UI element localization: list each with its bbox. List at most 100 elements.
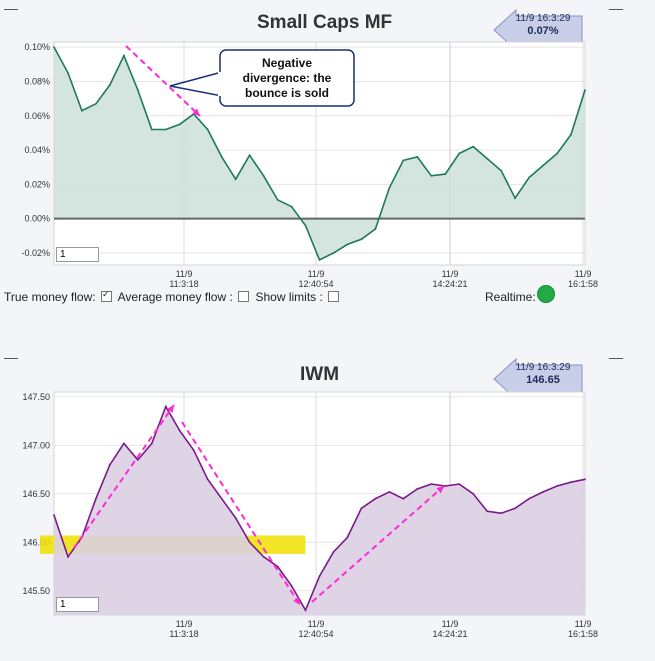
data-point	[542, 491, 544, 493]
y-tick-label: 147.00	[22, 440, 50, 450]
recovery-arrow-head	[436, 486, 444, 494]
uptrend-arrow-head	[167, 405, 174, 413]
badge-text: 11/9 16:3:29 0.07%	[514, 13, 572, 38]
controls-row: True money flow: Average money flow : Sh…	[4, 289, 342, 304]
x-tick-date: 11/9	[176, 269, 193, 279]
data-point	[556, 485, 558, 487]
data-point	[472, 492, 475, 495]
y-tick-label: 0.08%	[24, 76, 50, 86]
period-input[interactable]: 1	[56, 597, 99, 612]
data-point	[458, 152, 461, 155]
data-point	[318, 575, 321, 578]
data-point	[53, 514, 55, 516]
true-flow-label: True money flow:	[4, 290, 96, 304]
data-point	[332, 551, 335, 553]
data-point	[584, 478, 586, 481]
data-point	[95, 497, 97, 500]
data-point	[164, 405, 167, 408]
data-point	[402, 497, 405, 500]
x-tick-date: 11/9	[308, 269, 325, 279]
data-point	[178, 429, 181, 432]
y-tick-label: 146.00	[22, 537, 50, 547]
y-tick-label: 145.50	[22, 586, 50, 596]
recovery-arrow	[311, 485, 445, 603]
data-point	[500, 512, 503, 515]
show-limits-checkbox[interactable]	[328, 291, 340, 302]
data-point	[388, 186, 391, 189]
divergence-arrow	[125, 45, 201, 117]
realtime-label: Realtime:	[485, 290, 536, 304]
data-point	[472, 145, 475, 148]
data-point	[178, 123, 181, 126]
data-point	[346, 243, 349, 246]
y-tick-label: 0.04%	[24, 145, 50, 155]
x-tick-time: 16:1:58	[568, 629, 598, 639]
show-limits-label: Show limits :	[255, 290, 323, 304]
data-point	[430, 483, 433, 485]
data-point	[514, 197, 516, 200]
annotation-text: divergence: the	[243, 71, 332, 85]
data-point	[570, 481, 572, 484]
x-tick-date: 11/9	[442, 269, 459, 279]
data-point	[95, 102, 97, 105]
data-point	[528, 497, 530, 500]
data-point	[262, 174, 265, 177]
x-tick-time: 11:3:18	[169, 279, 198, 289]
divergence-arrow-head	[192, 108, 200, 116]
y-tick-label: 0.00%	[24, 214, 50, 224]
x-tick-time: 11:3:18	[169, 629, 198, 639]
data-point	[164, 128, 167, 131]
data-point	[220, 156, 223, 158]
annotation-text: bounce is sold	[245, 86, 329, 100]
minimize-dash[interactable]	[609, 9, 623, 10]
x-tick-time: 12:40:54	[298, 279, 333, 289]
x-tick-date: 11/9	[442, 619, 459, 629]
x-tick-date: 11/9	[308, 619, 325, 629]
data-point	[276, 198, 279, 201]
data-point	[360, 238, 363, 241]
true-flow-checkbox[interactable]	[100, 289, 112, 302]
data-point	[388, 491, 391, 493]
area-fill	[54, 47, 585, 260]
data-point	[206, 128, 209, 131]
x-tick-date: 11/9	[575, 619, 592, 629]
data-point	[262, 555, 265, 558]
minimize-dash[interactable]	[4, 358, 18, 359]
data-point	[304, 224, 307, 227]
highlight-band	[40, 535, 306, 554]
downtrend-arrow	[181, 421, 301, 606]
chart-title: IWM	[300, 364, 340, 385]
avg-flow-checkbox[interactable]	[238, 291, 250, 302]
callout-joint	[218, 72, 224, 96]
data-point	[514, 507, 516, 510]
data-point	[109, 84, 111, 86]
data-point	[402, 159, 405, 162]
y-tick-label: 147.50	[22, 392, 50, 402]
data-point	[81, 109, 83, 112]
data-point	[123, 442, 125, 445]
data-point	[374, 497, 377, 500]
data-point	[444, 485, 447, 487]
period-input[interactable]: 1	[56, 247, 99, 262]
realtime-status-icon[interactable]	[537, 285, 555, 303]
minimize-dash[interactable]	[609, 358, 623, 359]
minimize-dash[interactable]	[4, 9, 18, 10]
data-point	[67, 72, 69, 74]
data-point	[374, 228, 377, 230]
plot-area	[53, 391, 586, 616]
data-point	[276, 565, 279, 568]
data-point	[416, 488, 419, 490]
y-tick-label: 0.10%	[24, 42, 50, 52]
back-arrow-badge[interactable]: 11/9 16:3:29 146.65	[492, 357, 592, 401]
x-tick-time: 12:40:54	[298, 629, 333, 639]
data-point	[248, 541, 251, 544]
data-point	[430, 174, 433, 177]
data-point	[234, 178, 237, 181]
back-arrow-badge[interactable]: 11/9 16:3:29 0.07%	[492, 8, 592, 52]
downtrend-arrow-head	[293, 597, 300, 605]
series-line	[53, 404, 586, 613]
data-point	[570, 133, 572, 136]
avg-flow-label: Average money flow :	[117, 290, 233, 304]
data-point	[67, 555, 69, 558]
x-tick-time: 16:1:58	[568, 279, 598, 289]
